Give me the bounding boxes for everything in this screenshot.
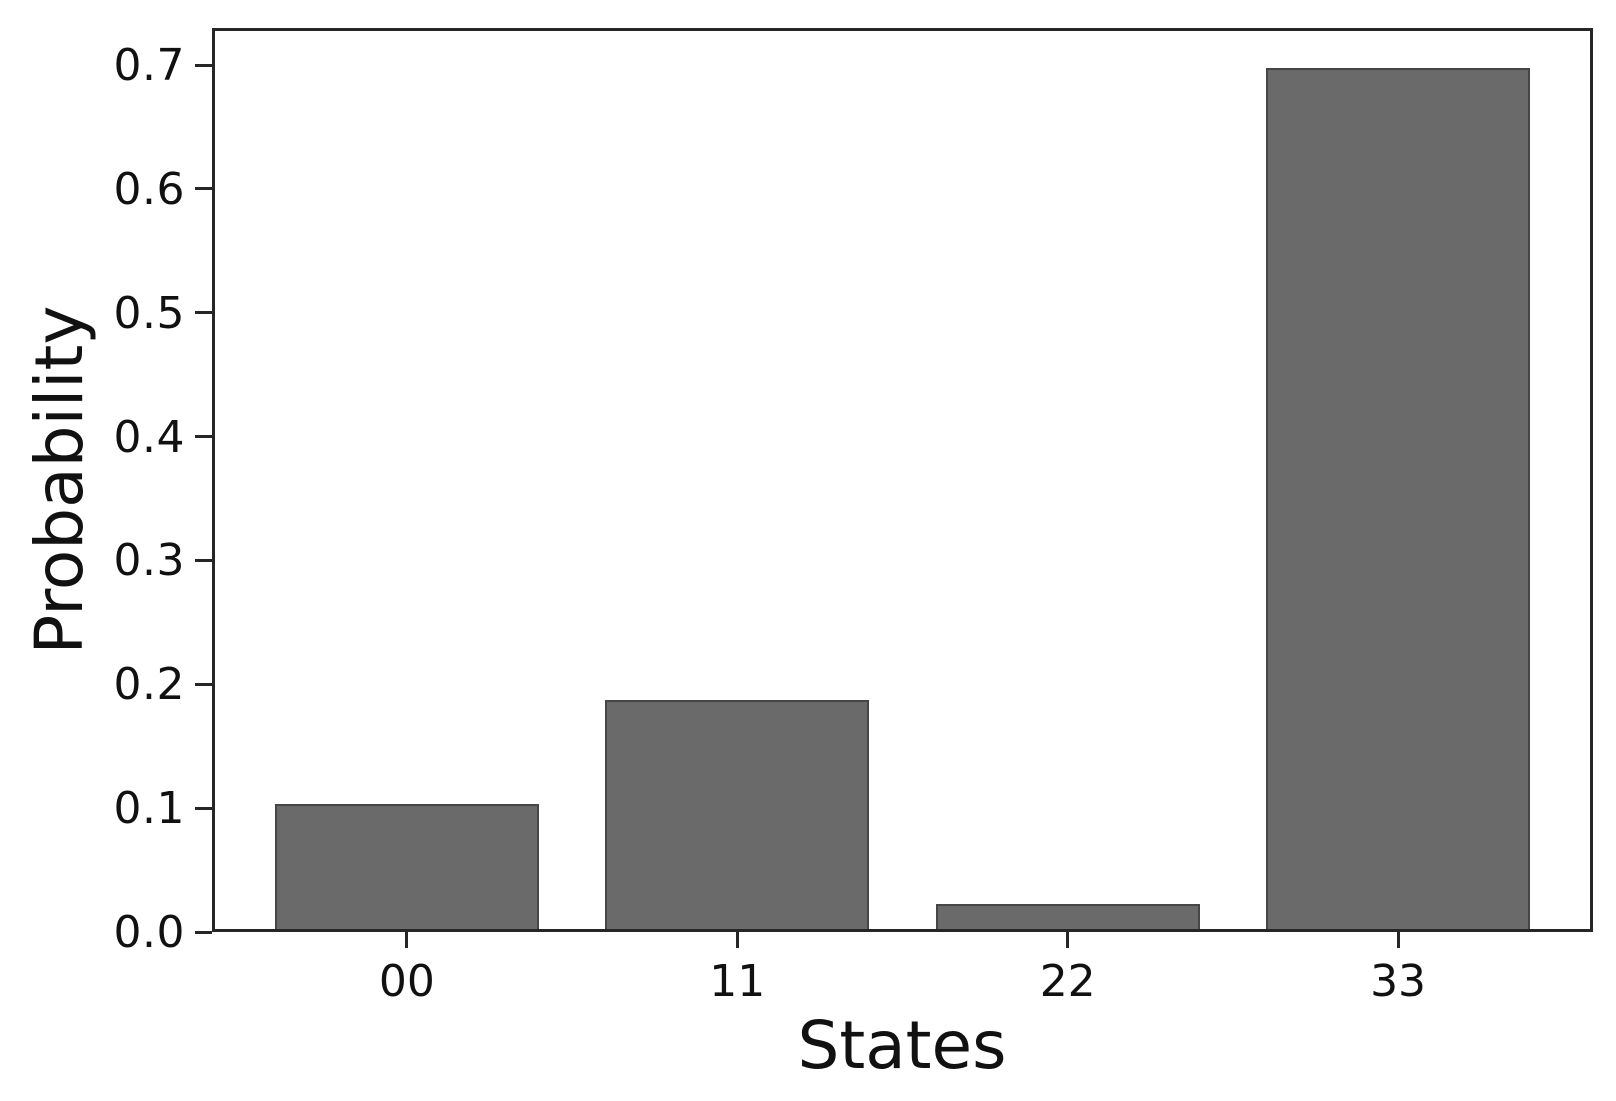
x-tick-mark (735, 932, 739, 948)
y-tick-label: 0.2 (113, 659, 185, 711)
bar-22 (935, 904, 1200, 929)
y-tick-label: 0.7 (113, 40, 185, 92)
bar-33 (1265, 68, 1531, 929)
y-tick-label: 0.3 (113, 535, 185, 587)
y-tick-label: 0.5 (113, 287, 185, 339)
y-tick-mark (195, 930, 212, 934)
plot-area (212, 28, 1593, 932)
y-tick-label: 0.0 (113, 907, 185, 958)
x-tick-label: 11 (709, 956, 766, 1007)
x-tick-label: 33 (1370, 956, 1427, 1007)
x-tick-label: 22 (1039, 956, 1096, 1007)
y-tick-label: 0.1 (113, 783, 185, 835)
x-tick-mark (1396, 932, 1400, 948)
x-tick-mark (1066, 932, 1070, 948)
y-tick-label: 0.6 (113, 163, 185, 215)
y-tick-mark (195, 558, 212, 562)
y-tick-mark (195, 806, 212, 810)
x-tick-mark (405, 932, 409, 948)
x-axis-label: States (797, 1007, 1007, 1084)
y-tick-mark (195, 435, 212, 439)
y-tick-mark (195, 63, 212, 67)
x-tick-label: 00 (378, 956, 435, 1007)
y-tick-mark (195, 311, 212, 315)
y-tick-mark (195, 187, 212, 191)
y-tick-label: 0.4 (113, 411, 185, 463)
bar-00 (274, 803, 540, 929)
bar-11 (605, 699, 870, 929)
y-axis-label: Probability (21, 305, 98, 655)
y-tick-mark (195, 682, 212, 686)
